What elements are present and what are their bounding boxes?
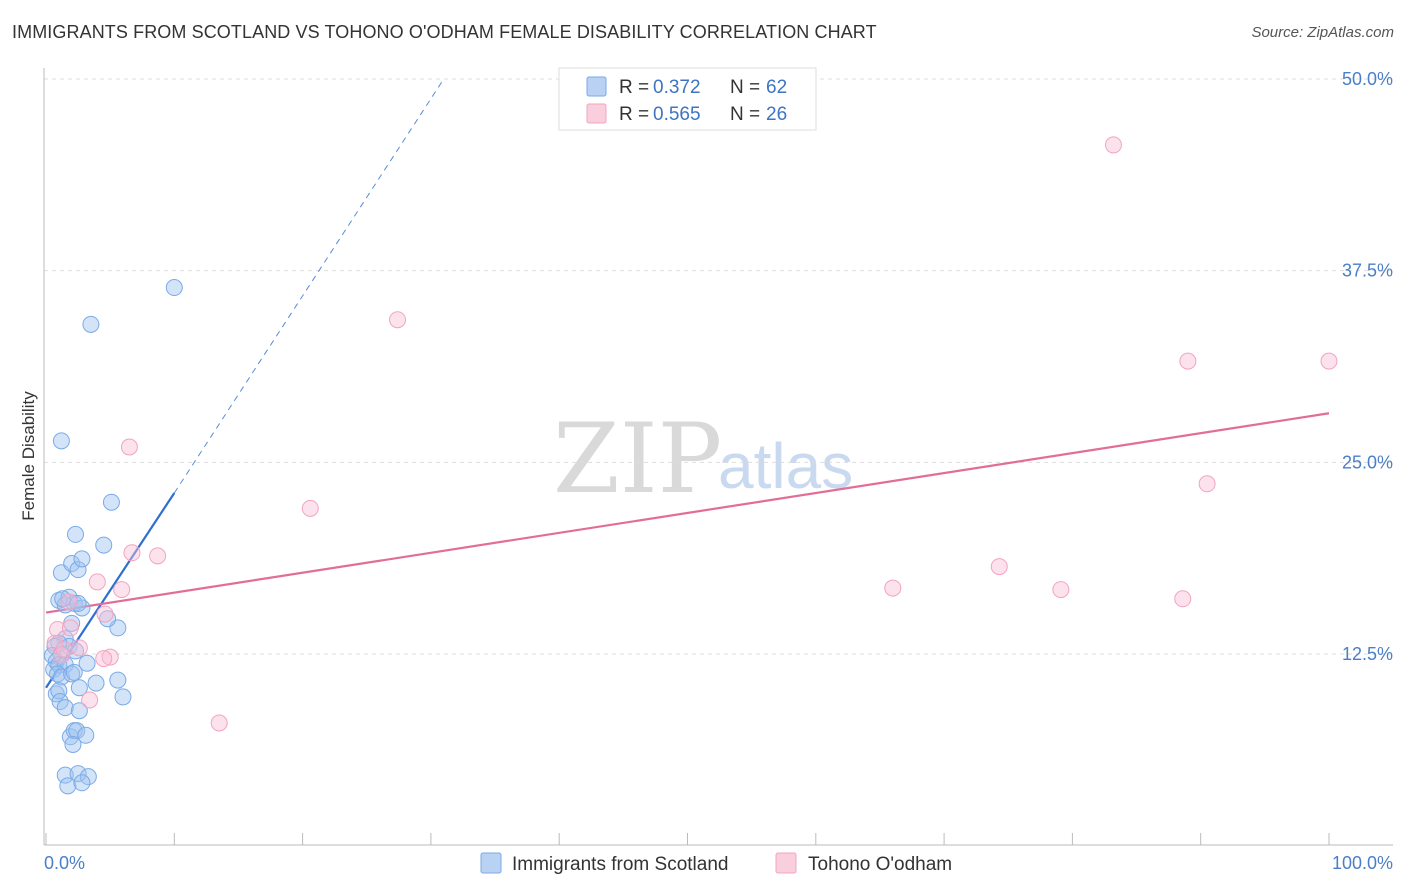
y-tick-label-1: 25.0% [1342,452,1393,472]
tohono-point-25 [1198,475,1216,493]
tohono-point-19 [884,579,902,597]
scotland-point-49 [165,279,183,297]
y-tick-label-2: 37.5% [1342,261,1393,281]
scotland-point-36 [77,726,95,744]
tohono-point-26 [1320,352,1338,370]
chart-source: Source: ZipAtlas.com [1251,24,1394,41]
legend-r-value-scotland: 0.372 [653,77,701,98]
x-axis-ticks [45,833,1330,845]
scotland-point-27 [109,671,127,689]
scotland-point-46 [73,550,91,568]
watermark: ZIP atlas [553,403,853,515]
scotland-point-21 [52,668,70,686]
tohono-point-24 [1179,352,1197,370]
tohono-point-18 [389,311,407,329]
series-tohono-points [46,136,1338,732]
trend-line-scotland [45,492,176,689]
legend-n-label-scotland: N = [730,77,760,98]
trend-lines [45,78,1330,689]
scotland-point-51 [99,610,117,628]
tohono-point-5 [61,619,79,637]
tohono-point-9 [101,648,119,666]
tohono-point-20 [990,558,1008,576]
scotland-point-28 [47,685,65,703]
watermark-zip-text: ZIP [553,403,722,515]
scotland-point-22 [63,665,81,683]
tohono-point-7 [88,573,106,591]
scotland-point-4 [63,555,81,573]
tohono-point-10 [95,650,113,668]
tohono-point-4 [60,593,78,611]
tohono-point-16 [210,714,228,732]
tohono-point-3 [55,640,73,658]
scotland-point-24 [78,654,96,672]
scotland-point-44 [102,493,120,511]
scotland-point-43 [95,536,113,554]
y-tick-label-0: 12.5% [1342,644,1393,664]
scotland-point-42 [73,774,91,792]
tohono-point-15 [149,547,167,565]
y-tick-labels: 12.5% 25.0% 37.5% 50.0% [1342,69,1393,664]
tohono-point-22 [1104,136,1122,154]
scotland-point-47 [52,432,70,450]
scotland-point-39 [69,765,87,783]
bottom-legend-swatch-tohono [775,852,797,874]
trend-line-tohono [45,412,1330,614]
scotland-point-40 [79,768,97,786]
tohono-point-14 [123,544,141,562]
legend-swatch-scotland [586,76,607,97]
y-tick-label-3: 50.0% [1342,69,1393,89]
x-tick-label-min: 0.0% [44,853,85,873]
trend-line-scotland-extension [173,78,445,494]
x-tick-label-max: 100.0% [1332,853,1393,873]
legend-swatch-tohono [586,103,607,124]
legend-r-value-tohono: 0.565 [653,104,701,125]
tohono-point-8 [96,605,114,623]
stats-legend: R = 0.372 N = 62 R = 0.565 N = 26 [558,67,817,131]
tohono-point-0 [49,620,67,638]
tohono-point-12 [81,691,99,709]
tohono-point-17 [301,499,319,517]
scotland-point-45 [67,525,85,543]
scotland-point-37 [64,735,82,753]
scotland-point-25 [70,679,88,697]
tohono-point-21 [1052,581,1070,599]
scotland-point-53 [69,594,87,612]
legend-r-label-scotland: R = [619,77,649,98]
scotland-point-26 [87,674,105,692]
series-scotland-points [43,279,183,795]
chart-title: IMMIGRANTS FROM SCOTLAND VS TOHONO O'ODH… [12,22,877,42]
tohono-point-23 [1174,590,1192,608]
scotland-point-6 [69,561,87,579]
scotland-point-41 [59,777,77,795]
bottom-legend-label-scotland: Immigrants from Scotland [512,854,728,875]
bottom-legend-label-tohono: Tohono O'odham [808,854,952,875]
legend-n-value-scotland: 62 [766,77,787,98]
scotland-point-23 [65,663,83,681]
tohono-point-6 [70,639,88,657]
legend-r-label-tohono: R = [619,104,649,125]
y-axis-label: Female Disability [19,391,38,521]
legend-n-label-tohono: N = [730,104,760,125]
tohono-point-13 [120,438,138,456]
scotland-point-52 [114,688,132,706]
tohono-point-11 [113,581,131,599]
legend-n-value-tohono: 26 [766,104,787,125]
scotland-point-38 [56,766,74,784]
scotland-point-32 [70,702,88,720]
scotland-point-35 [68,722,86,740]
bottom-legend-swatch-scotland [480,852,502,874]
scotland-point-31 [56,699,74,717]
scotland-point-29 [50,682,68,700]
scotland-point-48 [82,315,100,333]
series-legend: Immigrants from Scotland Tohono O'odham [480,852,952,875]
